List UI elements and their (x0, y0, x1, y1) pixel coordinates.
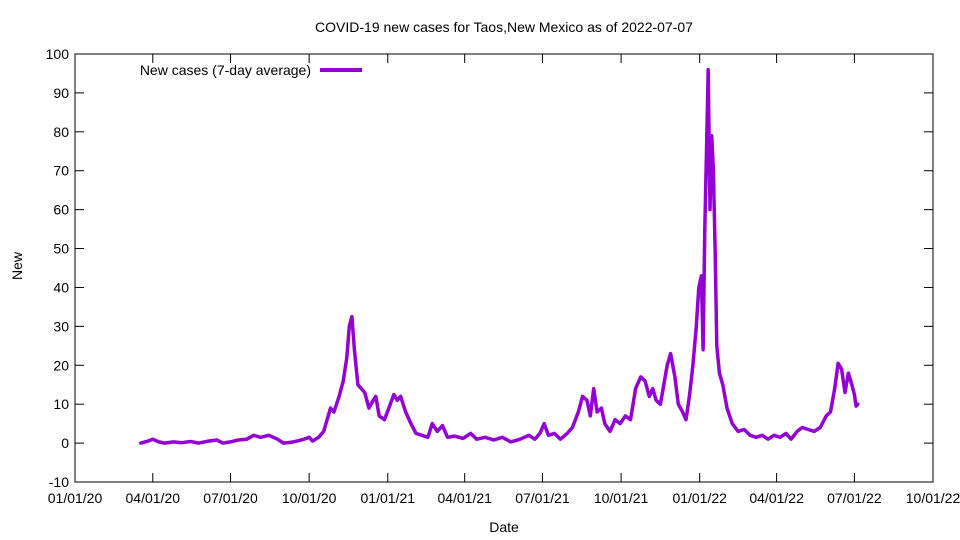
x-tick-label: 01/01/20 (48, 490, 103, 506)
axis-ticks: -10 0 10 20 30 40 50 60 70 80 90 100 01/01/20 04/01/2… (46, 46, 960, 506)
y-axis-label: New (9, 251, 25, 280)
y-tick-label: 0 (61, 435, 69, 451)
x-tick-label: 07/01/21 (515, 490, 570, 506)
y-tick-label: 30 (53, 318, 69, 334)
legend: New cases (7-day average) (140, 62, 362, 78)
y-tick-label: 100 (46, 46, 70, 62)
y-tick-label: 80 (53, 124, 69, 140)
chart-title: COVID-19 new cases for Taos,New Mexico a… (315, 19, 693, 35)
x-tick-label: 10/01/20 (282, 490, 337, 506)
x-axis-label: Date (489, 519, 519, 535)
legend-label: New cases (7-day average) (140, 62, 311, 78)
x-tick-label: 10/01/21 (594, 490, 649, 506)
x-tick-label: 01/01/21 (361, 490, 416, 506)
x-tick-label: 04/01/21 (437, 490, 492, 506)
plot-frame (74, 53, 934, 483)
x-tick-label: 07/01/22 (827, 490, 882, 506)
x-tick-label: 10/01/22 (906, 490, 960, 506)
y-tick-label: 20 (53, 357, 69, 373)
y-tick-label: 70 (53, 163, 69, 179)
x-tick-label: 07/01/20 (203, 490, 258, 506)
x-tick-label: 04/01/22 (749, 490, 804, 506)
y-tick-label: -10 (49, 474, 69, 490)
y-tick-label: 60 (53, 202, 69, 218)
y-tick-label: 10 (53, 396, 69, 412)
series-layer (139, 67, 860, 445)
y-tick-label: 50 (53, 241, 69, 257)
x-tick-label: 01/01/22 (672, 490, 727, 506)
series-line (139, 67, 860, 445)
y-tick-label: 40 (53, 279, 69, 295)
y-tick-label: 90 (53, 85, 69, 101)
x-tick-label: 04/01/20 (126, 490, 181, 506)
